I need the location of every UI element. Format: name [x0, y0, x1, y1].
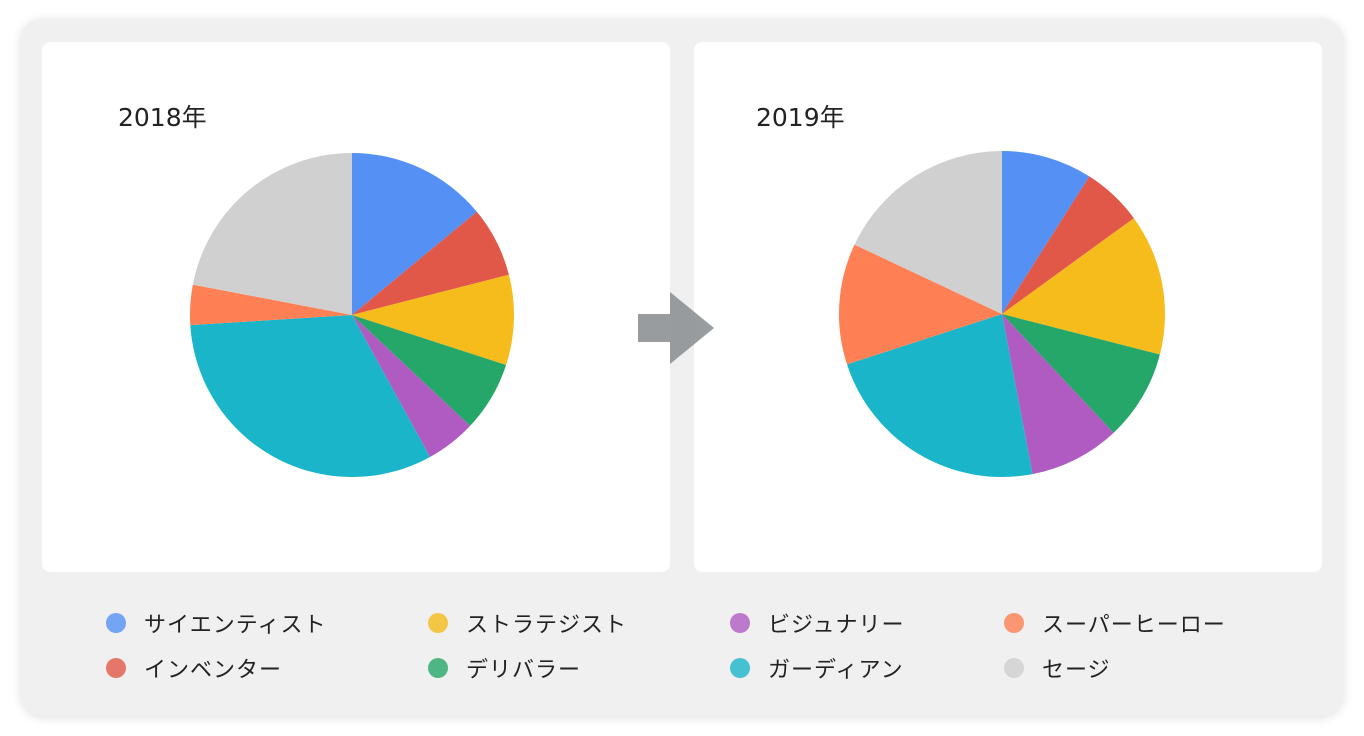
pie-slice-インベンター	[1002, 176, 1134, 314]
pie-slice-ガーディアン	[846, 314, 1033, 477]
pie-chart-2019	[839, 151, 1165, 477]
legend-swatch	[428, 613, 448, 633]
legend-item: デリバラー	[428, 652, 581, 684]
legend-item: ガーディアン	[730, 652, 904, 684]
pie-slice-ビジュナリー	[1002, 314, 1114, 475]
legend-swatch	[1004, 658, 1024, 678]
pie-slice-セージ	[192, 153, 352, 315]
chart-title-2019: 2019年	[756, 103, 845, 132]
legend-item: サイエンティスト	[106, 607, 326, 639]
pie-slice-ガーディアン	[190, 315, 431, 477]
pie-slice-スーパーヒーロー	[190, 284, 352, 326]
legend-label: デリバラー	[466, 658, 582, 683]
pie-slice-デリバラー	[1002, 314, 1160, 433]
chart-title-2018: 2018年	[118, 103, 207, 132]
pie-slice-インベンター	[352, 211, 509, 315]
legend-item: ビジュナリー	[730, 607, 904, 639]
legend-item: スーパーヒーロー	[1004, 607, 1226, 639]
pie-slice-デリバラー	[352, 315, 507, 426]
arrow-right-icon	[638, 292, 714, 364]
legend-swatch	[106, 658, 126, 678]
pie-slice-ビジュナリー	[352, 315, 471, 457]
legend-item: セージ	[1004, 652, 1111, 684]
pie-slice-サイエンティスト	[352, 153, 477, 315]
legend-swatch	[730, 613, 750, 633]
pie-slice-サイエンティスト	[1002, 151, 1090, 314]
legend-label: セージ	[1042, 658, 1111, 683]
legend-label: ビジュナリー	[768, 613, 905, 638]
pie-slice-スーパーヒーロー	[839, 244, 1002, 365]
legend-label: インベンター	[144, 658, 283, 683]
legend-label: スーパーヒーロー	[1042, 613, 1226, 638]
legend-swatch	[730, 658, 750, 678]
pie-panel-2019: 2019年	[694, 42, 1322, 572]
pie-slice-ストラテジスト	[352, 274, 514, 366]
legend-label: サイエンティスト	[144, 613, 327, 638]
legend-swatch	[1004, 613, 1024, 633]
pie-slice-ストラテジスト	[1002, 218, 1165, 355]
legend-item: インベンター	[106, 652, 282, 684]
legend-label: ガーディアン	[768, 658, 904, 683]
legend-swatch	[106, 613, 126, 633]
pie-chart-2018	[190, 153, 514, 477]
pie-panel-2018: 2018年	[42, 42, 670, 572]
legend-label: ストラテジスト	[466, 613, 628, 638]
pie-slice-セージ	[854, 151, 1002, 314]
legend-swatch	[428, 658, 448, 678]
legend-item: ストラテジスト	[428, 607, 627, 639]
